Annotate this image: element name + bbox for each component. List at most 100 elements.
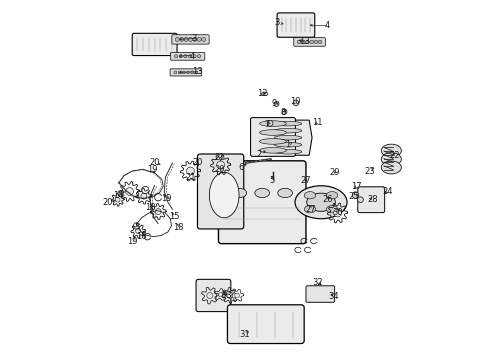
- Text: 14: 14: [114, 190, 124, 199]
- FancyBboxPatch shape: [358, 187, 385, 213]
- Text: 6: 6: [238, 163, 244, 172]
- Text: 27: 27: [300, 176, 311, 185]
- Circle shape: [197, 55, 201, 58]
- Ellipse shape: [381, 161, 401, 174]
- Circle shape: [293, 100, 299, 106]
- Text: 20: 20: [193, 158, 203, 167]
- Ellipse shape: [260, 130, 286, 135]
- Text: 8: 8: [280, 108, 286, 117]
- Circle shape: [191, 71, 194, 74]
- Circle shape: [193, 55, 196, 58]
- Text: 17: 17: [351, 182, 362, 191]
- Circle shape: [274, 102, 279, 107]
- FancyBboxPatch shape: [196, 279, 231, 312]
- FancyBboxPatch shape: [171, 52, 205, 60]
- Text: 21: 21: [185, 173, 196, 182]
- Text: 25: 25: [348, 192, 359, 201]
- Text: 18: 18: [145, 203, 155, 212]
- Circle shape: [282, 109, 287, 114]
- Text: 27: 27: [305, 205, 316, 214]
- Ellipse shape: [274, 129, 302, 133]
- Text: 20: 20: [214, 166, 224, 175]
- Circle shape: [227, 293, 233, 298]
- Circle shape: [174, 71, 177, 74]
- Text: 33: 33: [221, 291, 232, 300]
- Text: 18: 18: [173, 223, 184, 232]
- Circle shape: [358, 197, 364, 203]
- Text: 34: 34: [329, 292, 339, 301]
- Ellipse shape: [381, 144, 401, 157]
- Circle shape: [180, 37, 184, 41]
- Ellipse shape: [260, 148, 286, 153]
- Circle shape: [193, 37, 197, 41]
- Circle shape: [141, 193, 147, 199]
- Ellipse shape: [278, 188, 293, 198]
- Circle shape: [187, 71, 189, 74]
- Text: 5: 5: [270, 176, 274, 185]
- Text: 13: 13: [299, 37, 310, 46]
- Circle shape: [125, 188, 133, 195]
- Circle shape: [115, 197, 120, 202]
- Ellipse shape: [295, 186, 347, 219]
- Circle shape: [219, 293, 223, 297]
- FancyBboxPatch shape: [306, 286, 335, 302]
- Ellipse shape: [274, 143, 302, 147]
- Text: 29: 29: [329, 168, 340, 177]
- Circle shape: [207, 292, 213, 298]
- Ellipse shape: [255, 188, 270, 198]
- Ellipse shape: [274, 149, 302, 154]
- FancyBboxPatch shape: [197, 154, 244, 229]
- Text: 3: 3: [274, 18, 280, 27]
- Ellipse shape: [307, 193, 335, 211]
- Ellipse shape: [232, 188, 246, 198]
- Text: 9: 9: [272, 99, 277, 108]
- FancyBboxPatch shape: [132, 33, 177, 55]
- Text: 13: 13: [193, 67, 203, 76]
- Text: 10: 10: [290, 97, 300, 106]
- Circle shape: [155, 208, 161, 215]
- Circle shape: [202, 37, 206, 41]
- Text: 19: 19: [147, 166, 158, 175]
- Circle shape: [184, 55, 187, 58]
- Circle shape: [352, 192, 359, 198]
- Text: 30: 30: [332, 208, 343, 217]
- Circle shape: [184, 37, 188, 41]
- Ellipse shape: [274, 121, 302, 126]
- Ellipse shape: [260, 139, 286, 144]
- Circle shape: [301, 40, 305, 44]
- Ellipse shape: [262, 92, 268, 96]
- Text: 21: 21: [214, 153, 224, 162]
- Circle shape: [178, 71, 181, 74]
- Circle shape: [189, 37, 193, 41]
- Circle shape: [267, 121, 273, 126]
- Text: 15: 15: [169, 212, 179, 221]
- FancyBboxPatch shape: [170, 69, 201, 76]
- Circle shape: [179, 55, 182, 58]
- Text: 4: 4: [324, 21, 329, 30]
- Ellipse shape: [260, 121, 286, 126]
- Text: 3: 3: [192, 34, 197, 43]
- Ellipse shape: [326, 192, 338, 199]
- Circle shape: [136, 228, 141, 234]
- Circle shape: [217, 161, 224, 169]
- FancyBboxPatch shape: [219, 161, 306, 244]
- Text: 20: 20: [103, 198, 113, 207]
- Circle shape: [314, 40, 318, 44]
- Circle shape: [182, 71, 185, 74]
- Ellipse shape: [304, 192, 316, 199]
- Circle shape: [188, 55, 192, 58]
- Text: 19: 19: [162, 194, 172, 203]
- Circle shape: [195, 71, 198, 74]
- FancyBboxPatch shape: [250, 118, 295, 156]
- Circle shape: [235, 293, 240, 298]
- Circle shape: [334, 209, 342, 217]
- Text: 24: 24: [383, 187, 393, 196]
- Circle shape: [187, 167, 195, 175]
- Circle shape: [318, 40, 322, 44]
- Circle shape: [174, 55, 178, 58]
- FancyBboxPatch shape: [294, 38, 325, 46]
- Circle shape: [310, 40, 314, 44]
- FancyBboxPatch shape: [277, 13, 315, 37]
- Text: 2: 2: [256, 150, 261, 159]
- Text: 19: 19: [127, 237, 137, 246]
